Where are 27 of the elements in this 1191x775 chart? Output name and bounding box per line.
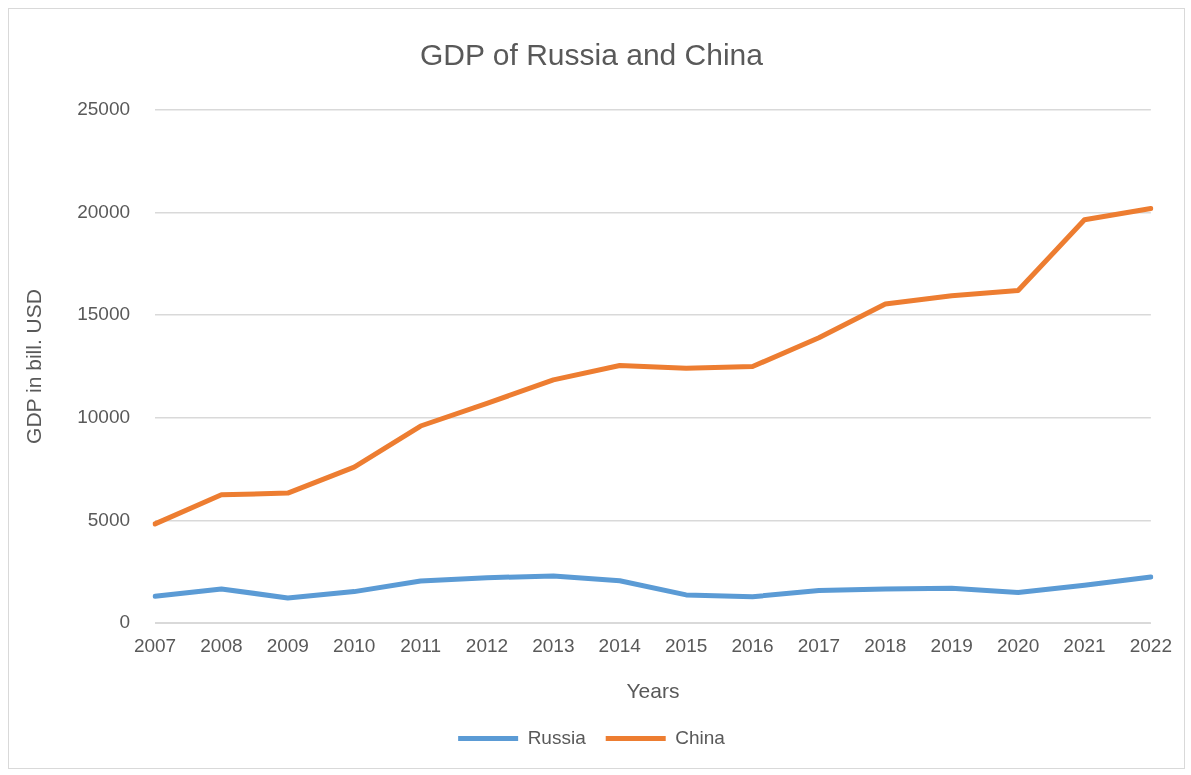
y-tick-label: 20000 <box>77 200 131 222</box>
x-tick-label: 2020 <box>996 634 1040 656</box>
x-tick-label: 2009 <box>266 634 309 656</box>
legend-label: Russia <box>527 726 587 748</box>
x-tick-label: 2011 <box>400 634 442 656</box>
x-tick-label: 2010 <box>333 634 376 656</box>
y-tick-label: 5000 <box>87 508 131 530</box>
x-tick-label: 2014 <box>598 634 642 656</box>
y-axis-title: GDP in bill. USD <box>22 289 46 444</box>
x-tick-label: 2016 <box>731 634 774 656</box>
legend-label: China <box>675 726 726 748</box>
x-tick-label: 2017 <box>797 634 841 656</box>
x-tick-label: 2021 <box>1063 634 1106 656</box>
x-tick-label: 2022 <box>1129 634 1173 656</box>
x-axis-title: Years <box>626 679 680 703</box>
x-tick-label: 2015 <box>665 634 708 656</box>
x-tick-label: 2019 <box>930 634 973 656</box>
x-tick-label: 2018 <box>864 634 907 656</box>
y-tick-label: 15000 <box>77 303 131 325</box>
x-tick-label: 2013 <box>532 634 575 656</box>
chart-title: GDP of Russia and China <box>420 38 764 72</box>
x-tick-label: 2007 <box>133 634 177 656</box>
y-tick-label: 10000 <box>77 406 131 428</box>
x-tick-label: 2012 <box>465 634 509 656</box>
y-tick-label: 25000 <box>77 98 131 120</box>
x-tick-label: 2008 <box>200 634 243 656</box>
y-tick-label: 0 <box>119 611 131 633</box>
